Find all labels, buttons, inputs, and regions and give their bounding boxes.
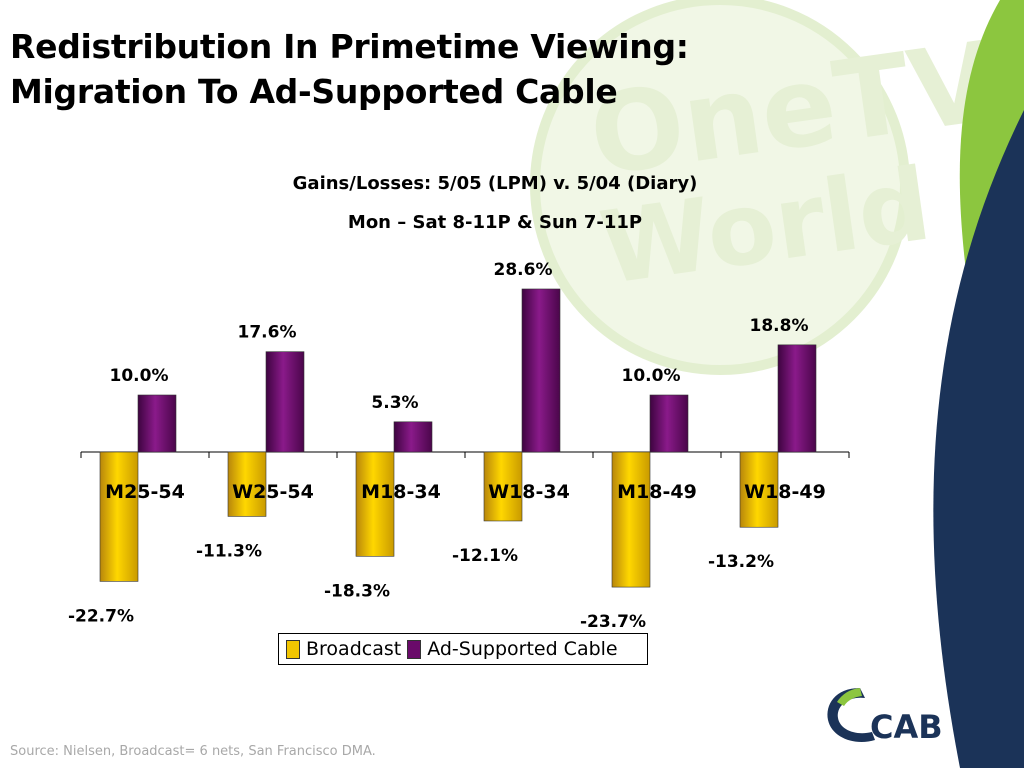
bar-broadcast-m25-54 [99, 451, 139, 582]
bar-broadcast-w25-54 [227, 451, 267, 517]
watermark-globe [530, 0, 910, 375]
data-label-broadcast-w18-49: -13.2% [708, 552, 774, 572]
data-label-broadcast-m18-34: -18.3% [324, 581, 390, 601]
logo-swoosh-accent [837, 688, 862, 706]
legend-item-cable: Ad-Supported Cable [407, 638, 618, 660]
page-title: Redistribution In Primetime Viewing: Mig… [10, 24, 710, 114]
navy-band [933, 110, 1024, 768]
category-label-m25-54: M25-54 [105, 481, 185, 503]
bar-broadcast-w18-34 [483, 451, 523, 522]
bar-cable-m18-49 [649, 394, 689, 453]
category-label-m18-49: M18-49 [617, 481, 697, 503]
legend-item-broadcast: Broadcast [286, 638, 401, 660]
data-label-broadcast-m25-54: -22.7% [68, 606, 134, 626]
cab-logo: CAB [827, 688, 943, 746]
title-line-1: Redistribution In Primetime Viewing: [10, 27, 689, 66]
category-label-w18-34: W18-34 [488, 481, 570, 503]
logo-text: CAB [870, 708, 943, 746]
bar-cable-w25-54 [265, 351, 305, 453]
data-label-broadcast-w25-54: -11.3% [196, 541, 262, 561]
category-label-m18-34: M18-34 [361, 481, 441, 503]
category-label-w25-54: W25-54 [232, 481, 314, 503]
bar-cable-m25-54 [137, 394, 177, 453]
source-note: Source: Nielsen, Broadcast= 6 nets, San … [10, 744, 376, 759]
data-label-broadcast-w18-34: -12.1% [452, 546, 518, 566]
bar-cable-w18-34 [521, 288, 561, 453]
data-label-cable-w25-54: 17.6% [238, 323, 297, 343]
legend-swatch-broadcast [286, 639, 300, 659]
bar-cable-m18-34 [393, 421, 433, 453]
category-labels: M25-54 W25-54 M18-34 W18-34 M18-49 W18-49 [105, 481, 826, 503]
bar-broadcast-m18-34 [355, 451, 395, 557]
bar-cable-w18-49 [777, 344, 817, 453]
x-axis-ticks [80, 452, 850, 458]
category-label-w18-49: W18-49 [744, 481, 826, 503]
data-label-cable-m18-34: 5.3% [371, 393, 418, 413]
chart-title: Gains/Losses: 5/05 (LPM) v. 5/04 (Diary) [293, 173, 698, 194]
chart-subtitle: Mon – Sat 8-11P & Sun 7-11P [348, 212, 642, 233]
bars [99, 288, 817, 588]
data-label-cable-m18-49: 10.0% [622, 366, 681, 386]
legend-label-cable: Ad-Supported Cable [427, 638, 618, 660]
bar-broadcast-m18-49 [611, 451, 651, 588]
data-label-cable-w18-49: 18.8% [750, 316, 809, 336]
bar-broadcast-w18-49 [739, 451, 779, 528]
data-label-cable-w18-34: 28.6% [494, 260, 553, 280]
data-labels: -22.7% 10.0% -11.3% 17.6% -18.3% 5.3% -12.1% 28… [68, 260, 809, 632]
title-line-2: Migration To Ad-Supported Cable [10, 72, 618, 111]
chart-legend: Broadcast Ad-Supported Cable [278, 633, 648, 665]
legend-label-broadcast: Broadcast [306, 638, 402, 660]
data-label-cable-m25-54: 10.0% [110, 366, 169, 386]
legend-swatch-cable [407, 639, 422, 659]
data-label-broadcast-m18-49: -23.7% [580, 612, 646, 632]
